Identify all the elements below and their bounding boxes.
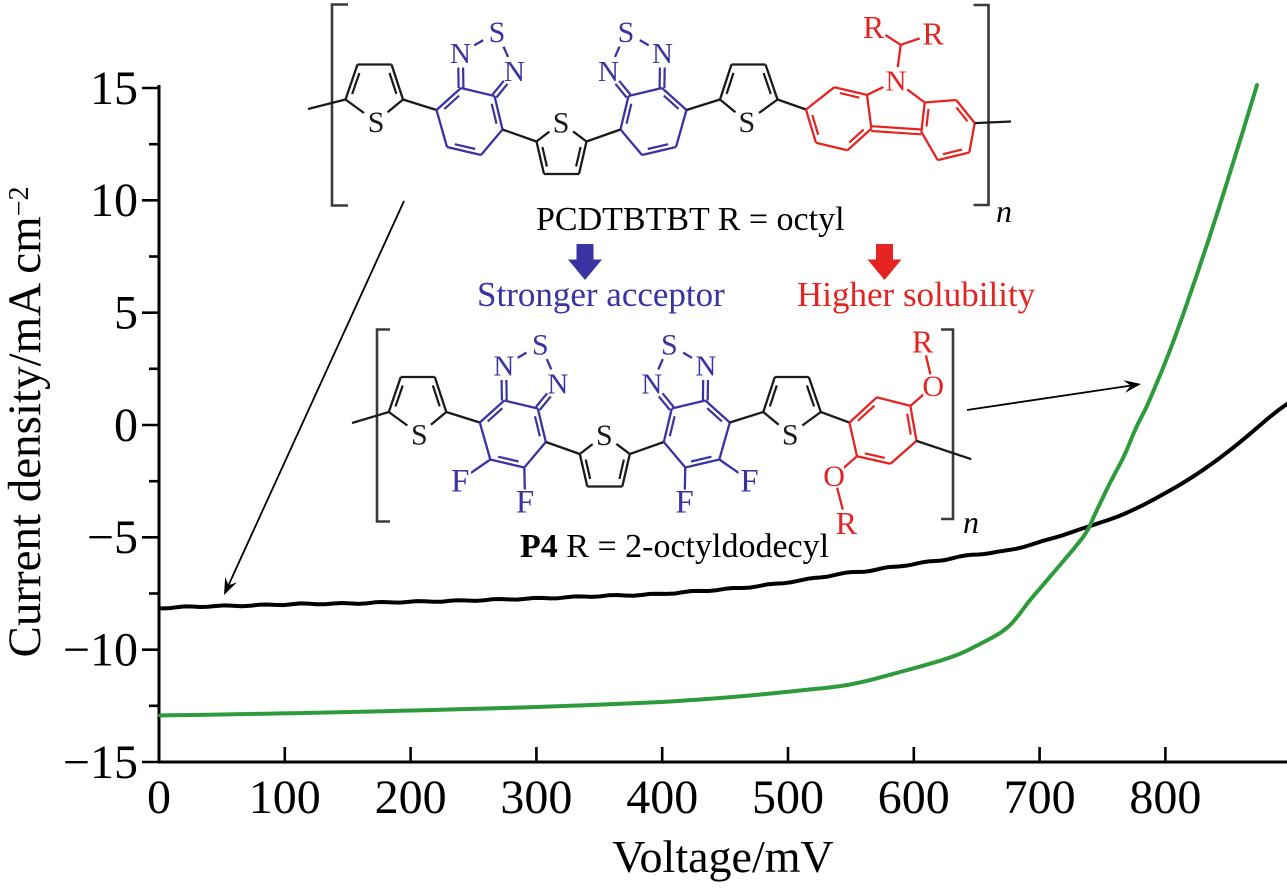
svg-text:N: N [493, 351, 514, 383]
svg-text:O: O [823, 460, 845, 493]
svg-text:n: n [963, 504, 979, 540]
svg-text:n: n [996, 193, 1012, 229]
svg-text:S: S [782, 418, 799, 451]
svg-text:N: N [695, 351, 716, 383]
svg-text:Higher solubility: Higher solubility [797, 275, 1036, 314]
svg-text:500: 500 [752, 771, 824, 824]
svg-text:S: S [489, 16, 506, 49]
svg-text:F: F [675, 485, 693, 521]
svg-text:0: 0 [114, 399, 138, 452]
svg-text:Voltage/mV: Voltage/mV [612, 831, 833, 882]
svg-text:S: S [596, 419, 613, 452]
svg-text:100: 100 [249, 771, 321, 824]
svg-text:N: N [641, 369, 662, 401]
svg-text:N: N [547, 369, 568, 401]
svg-text:200: 200 [375, 771, 447, 824]
svg-text:PCDTBTBT R = octyl: PCDTBTBT R = octyl [536, 201, 845, 238]
svg-text:600: 600 [878, 771, 950, 824]
svg-text:F: F [451, 463, 469, 499]
svg-text:P4 R = 2-octyldodecyl: P4 R = 2-octyldodecyl [520, 528, 829, 565]
svg-text:F: F [740, 463, 758, 499]
svg-text:S: S [368, 106, 385, 139]
svg-text:R: R [922, 16, 944, 52]
svg-text:N: N [598, 56, 619, 88]
svg-text:−15: −15 [63, 736, 138, 789]
svg-text:300: 300 [500, 771, 572, 824]
svg-text:0: 0 [147, 771, 171, 824]
svg-text:−5: −5 [87, 511, 138, 564]
svg-text:−10: −10 [63, 624, 138, 677]
svg-text:Stronger acceptor: Stronger acceptor [477, 275, 725, 314]
svg-text:5: 5 [114, 287, 138, 340]
svg-text:R: R [836, 505, 858, 541]
svg-text:N: N [652, 38, 673, 70]
svg-text:N: N [450, 38, 471, 70]
svg-text:S: S [411, 418, 428, 451]
svg-text:15: 15 [90, 62, 138, 115]
svg-text:N: N [504, 56, 525, 88]
svg-text:O: O [922, 370, 944, 403]
svg-text:400: 400 [626, 771, 698, 824]
svg-text:Current density/mA cm−2: Current density/mA cm−2 [0, 186, 51, 657]
svg-text:10: 10 [90, 174, 138, 227]
svg-text:700: 700 [1004, 771, 1076, 824]
svg-text:S: S [739, 106, 756, 139]
svg-text:F: F [516, 485, 534, 521]
svg-text:S: S [618, 16, 635, 49]
svg-text:S: S [661, 328, 678, 361]
svg-text:R: R [863, 9, 885, 45]
svg-text:S: S [532, 328, 549, 361]
svg-text:N: N [886, 66, 907, 98]
svg-text:S: S [553, 106, 570, 139]
svg-text:R: R [912, 323, 934, 359]
svg-text:800: 800 [1129, 771, 1201, 824]
